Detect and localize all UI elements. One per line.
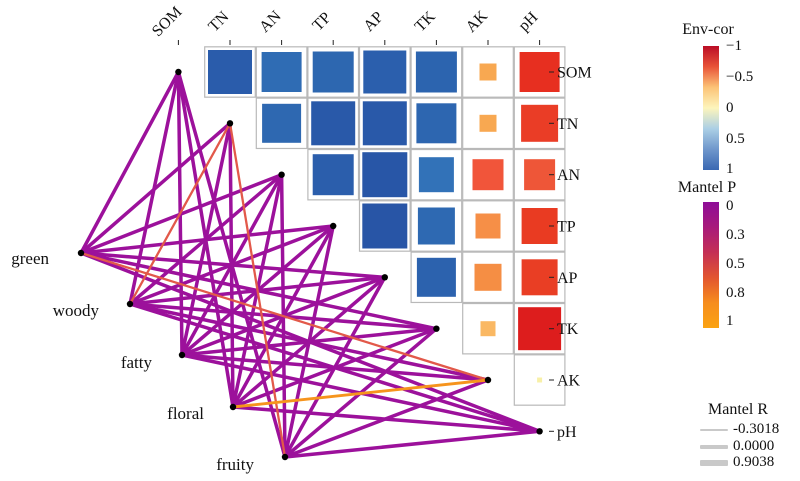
corr-square-TN-TP	[311, 101, 356, 146]
corr-square-TK-AK	[480, 321, 496, 337]
mantel-edge-woody-SOM	[128, 70, 181, 306]
env-cor-tick-3: 0.5	[726, 131, 745, 147]
mantel-r-line-swatch-1	[700, 445, 728, 449]
corr-square-AN-TP	[312, 154, 354, 196]
mantel-edge-fruity-AK	[283, 378, 490, 459]
corr-square-TP-AK	[475, 213, 501, 239]
mantel-p-legend-title: Mantel P	[677, 179, 737, 196]
env-cor-tick-0: −1	[726, 38, 742, 54]
odor-node-woody	[126, 300, 134, 308]
col-label-TK: TK	[412, 8, 439, 35]
col-label-AN: AN	[256, 7, 285, 36]
odor-node-fruity	[281, 453, 289, 461]
mantel-p-tick-4: 1	[726, 313, 734, 329]
corr-square-TN-AP	[362, 101, 407, 146]
mantel-edge-fruity-AP	[283, 275, 387, 459]
corr-square-SOM-TN	[208, 50, 252, 94]
mantel-edge-fruity-SOM	[176, 70, 287, 459]
corr-square-AN-AK	[472, 159, 504, 191]
corr-square-AP-AK	[474, 263, 502, 291]
odor-node-fatty	[178, 351, 186, 359]
corr-square-AN-AP	[362, 152, 408, 198]
row-label-AK: AK	[557, 373, 581, 390]
odor-node-green	[77, 249, 85, 257]
env-node-AK	[484, 376, 492, 384]
col-label-TN: TN	[205, 8, 232, 35]
corr-square-SOM-TP	[312, 51, 354, 93]
row-label-TN: TN	[557, 116, 579, 133]
env-node-TN	[226, 120, 234, 127]
env-node-AN	[278, 171, 285, 178]
env-cor-gradient-bar	[703, 46, 719, 170]
corr-square-TP-AP	[362, 203, 408, 249]
env-cor-tick-2: 0	[726, 100, 734, 116]
corr-square-TN-AK	[479, 114, 497, 132]
env-cor-tick-1: −0.5	[726, 69, 754, 85]
mantel-edge-green-AK	[79, 251, 490, 382]
corr-square-AK-pH	[537, 377, 543, 383]
mantel-r-label-1: 0.0000	[733, 438, 775, 454]
env-node-SOM	[175, 68, 182, 76]
mantel-edge-floral-AK	[231, 378, 490, 409]
corr-square-TK-pH	[518, 307, 562, 351]
mantel-p-gradient-bar	[703, 202, 719, 328]
mantel-r-line-swatch-0	[700, 429, 728, 431]
mantel-p-tick-3: 0.8	[726, 285, 745, 301]
col-label-AP: AP	[360, 9, 387, 36]
col-label-pH: pH	[515, 9, 541, 35]
col-label-AK: AK	[463, 7, 492, 36]
mantel-r-legend-title: Mantel R	[708, 401, 768, 418]
corr-square-AN-TK	[418, 157, 454, 193]
corr-square-TN-AN	[262, 103, 302, 143]
mantel-r-line-swatch-2	[700, 460, 728, 466]
mantel-edge-green-SOM	[79, 70, 181, 255]
mantel-edge-fruity-TP	[283, 224, 335, 459]
row-label-TK: TK	[557, 321, 579, 338]
corr-square-SOM-AK	[479, 63, 497, 81]
env-node-TK	[433, 325, 440, 332]
odor-node-floral	[229, 403, 237, 411]
row-label-TP: TP	[557, 219, 576, 236]
mantel-r-label-2: 0.9038	[733, 454, 775, 470]
col-label-TP: TP	[309, 9, 334, 34]
env-cor-legend-title: Env-cor	[682, 21, 734, 38]
corr-square-AP-TK	[416, 257, 456, 297]
env-node-pH	[536, 428, 543, 435]
mantel-r-label-0: -0.3018	[733, 421, 780, 437]
corr-square-SOM-AP	[363, 50, 407, 94]
row-label-pH: pH	[557, 424, 577, 441]
row-label-AN: AN	[557, 167, 581, 184]
odor-label-floral: floral	[167, 404, 204, 423]
env-node-TP	[330, 222, 337, 230]
odor-label-woody: woody	[53, 301, 100, 320]
row-label-AP: AP	[557, 270, 578, 287]
mantel-p-tick-2: 0.5	[726, 256, 745, 272]
corr-square-TP-TK	[417, 207, 455, 245]
corr-square-SOM-TK	[415, 51, 457, 93]
corr-square-TN-TK	[416, 103, 457, 144]
odor-label-fatty: fatty	[121, 353, 153, 372]
mantel-edge-floral-SOM	[176, 70, 235, 409]
mantel-p-tick-0: 0	[726, 198, 734, 214]
env-cor-tick-4: 1	[726, 161, 734, 177]
corr-square-SOM-AN	[261, 52, 302, 92]
mantel-edge-fruity-pH	[283, 429, 542, 459]
env-node-AP	[381, 274, 388, 281]
mantel-p-tick-1: 0.3	[726, 227, 745, 243]
odor-label-green: green	[11, 249, 49, 268]
row-label-SOM: SOM	[557, 65, 592, 82]
odor-label-fruity: fruity	[216, 455, 254, 474]
col-label-SOM: SOM	[149, 4, 186, 41]
